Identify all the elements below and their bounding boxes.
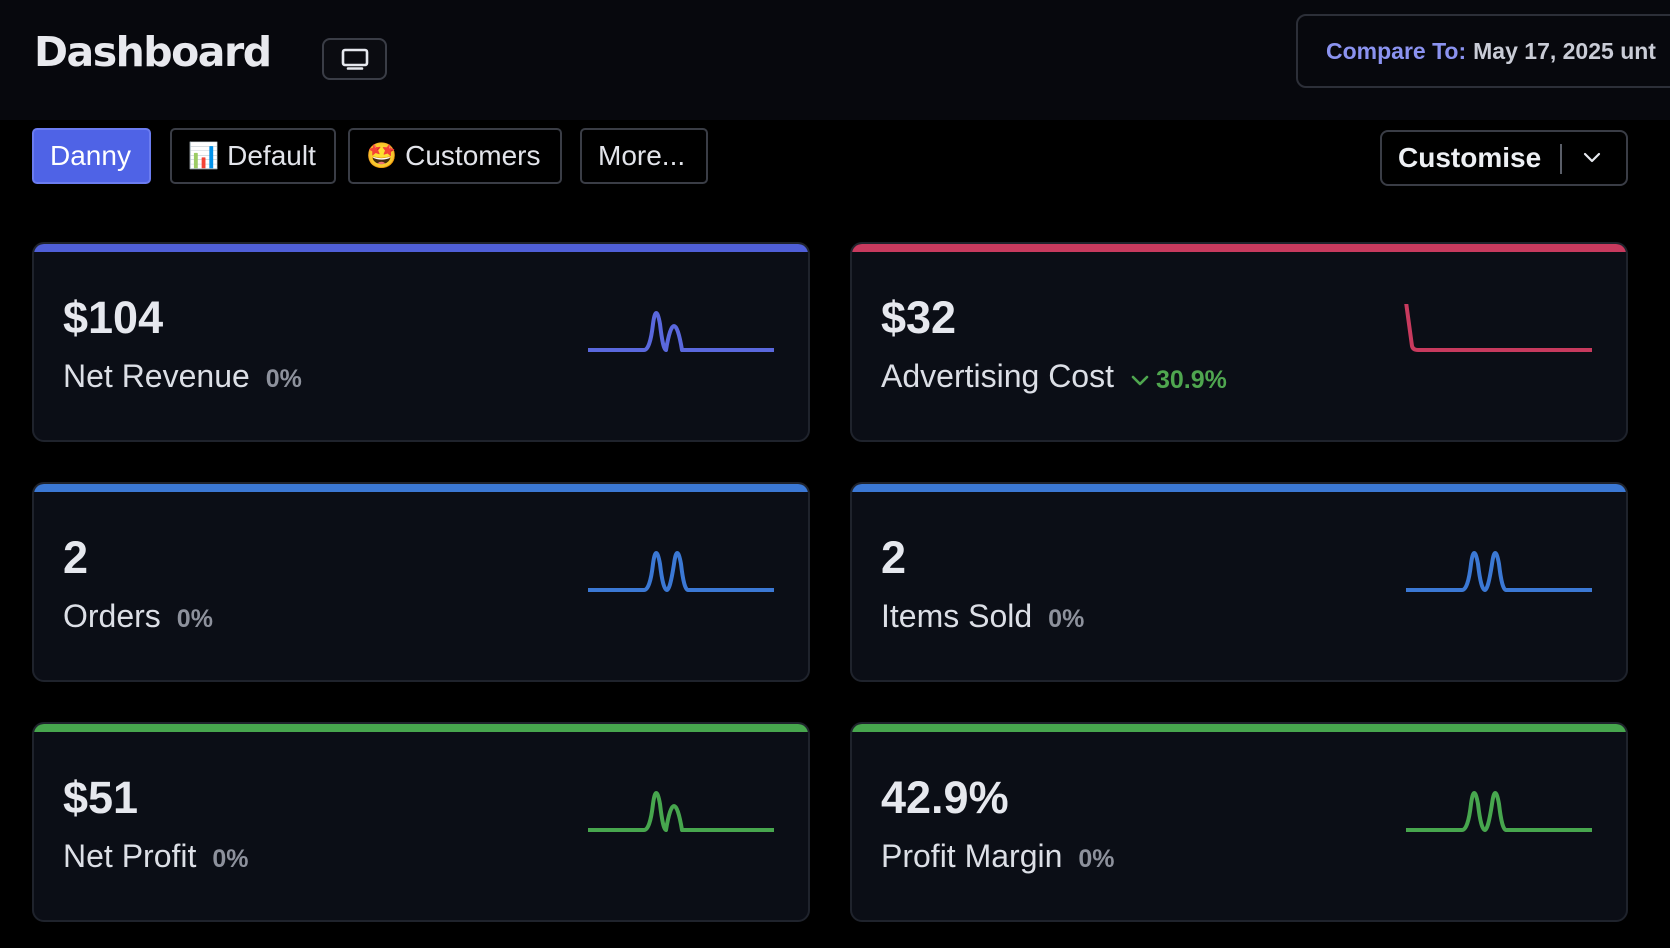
metric-label: Orders xyxy=(63,598,161,634)
card-net-profit[interactable]: $51 Net Profit 0% xyxy=(32,722,810,922)
metric-change: 0% xyxy=(176,605,213,633)
sparkline xyxy=(588,551,774,592)
customise-label: Customise xyxy=(1398,142,1542,173)
page-title: Dashboard xyxy=(34,28,272,76)
card-net-revenue[interactable]: $104 Net Revenue 0% xyxy=(32,242,810,442)
card-accent xyxy=(852,484,1626,492)
star-struck-icon: 🤩 xyxy=(366,141,398,170)
metric-change: 0% xyxy=(212,845,249,873)
metric-label-row: Advertising Cost 30.9% xyxy=(881,358,1227,395)
metric-value: 2 xyxy=(63,532,89,583)
top-bar: Dashboard Compare To: May 17, 2025 unt xyxy=(0,0,1670,120)
tab-customers[interactable]: 🤩 Customers xyxy=(348,128,562,184)
metric-change: 30.9% xyxy=(1130,366,1227,395)
sparkline xyxy=(1406,791,1592,832)
sparkline xyxy=(1404,304,1592,352)
card-accent xyxy=(852,724,1626,732)
card-advertising-cost[interactable]: $32 Advertising Cost 30.9% xyxy=(850,242,1628,442)
metric-label-row: Items Sold 0% xyxy=(881,598,1084,635)
tab-danny[interactable]: Danny xyxy=(32,128,151,184)
card-accent xyxy=(34,244,808,252)
metric-label-row: Net Profit 0% xyxy=(63,838,249,875)
bar-chart-icon: 📊 xyxy=(188,141,220,170)
monitor-icon xyxy=(341,48,368,70)
metric-label: Items Sold xyxy=(881,598,1033,634)
chevron-down-icon xyxy=(1583,152,1601,163)
metric-change: 0% xyxy=(265,365,302,393)
metric-value: $104 xyxy=(63,292,164,343)
sparkline xyxy=(1406,551,1592,592)
tab-default[interactable]: 📊 Default xyxy=(170,128,336,184)
sparkline xyxy=(588,791,774,832)
metric-value: 42.9% xyxy=(881,772,1009,823)
metric-change: 0% xyxy=(1048,605,1085,633)
divider xyxy=(1560,144,1562,174)
card-accent xyxy=(34,484,808,492)
card-accent xyxy=(852,244,1626,252)
compare-date-picker[interactable]: Compare To: May 17, 2025 unt xyxy=(1296,14,1670,88)
metric-label-row: Orders 0% xyxy=(63,598,213,635)
card-items-sold[interactable]: 2 Items Sold 0% xyxy=(850,482,1628,682)
metric-label: Advertising Cost xyxy=(881,358,1114,394)
metric-value: $32 xyxy=(881,292,957,343)
customise-dropdown[interactable]: Customise xyxy=(1380,130,1628,186)
chevron-down-icon xyxy=(1131,375,1149,386)
card-profit-margin[interactable]: 42.9% Profit Margin 0% xyxy=(850,722,1628,922)
card-orders[interactable]: 2 Orders 0% xyxy=(32,482,810,682)
metric-label: Net Profit xyxy=(63,838,197,874)
card-accent xyxy=(34,724,808,732)
tab-label: Customers xyxy=(405,140,541,171)
metric-value: 2 xyxy=(881,532,907,583)
tab-label: More... xyxy=(598,140,686,171)
tab-more[interactable]: More... xyxy=(580,128,708,184)
metric-label: Profit Margin xyxy=(881,838,1063,874)
metric-value: $51 xyxy=(63,772,139,823)
compare-label: Compare To: xyxy=(1326,37,1467,64)
metric-change: 0% xyxy=(1078,845,1115,873)
sparkline xyxy=(588,311,774,352)
metric-label-row: Profit Margin 0% xyxy=(881,838,1115,875)
metric-change-value: 30.9% xyxy=(1155,365,1227,394)
metric-label: Net Revenue xyxy=(63,358,250,394)
compare-value: May 17, 2025 unt xyxy=(1473,37,1656,64)
tab-label: Danny xyxy=(50,140,131,171)
tab-label: Default xyxy=(227,140,316,171)
metric-label-row: Net Revenue 0% xyxy=(63,358,302,395)
display-mode-button[interactable] xyxy=(322,38,387,80)
